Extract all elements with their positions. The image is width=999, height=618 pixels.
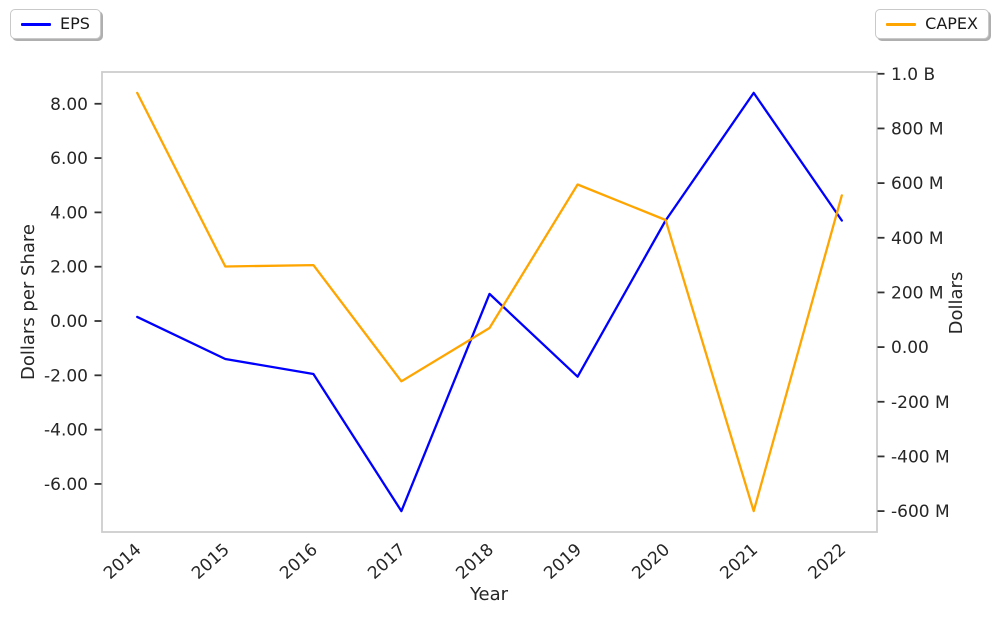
x-axis-tick-label: 2015: [188, 540, 234, 584]
right-axis-tick-label: -200 M: [891, 393, 950, 413]
x-axis-tick-label: 2016: [276, 540, 322, 584]
right-axis-tick-label: 800 M: [891, 119, 944, 139]
left-axis-tick-label: 0.00: [50, 312, 88, 332]
legend-capex-label: CAPEX: [925, 14, 978, 33]
x-axis-tick-label: 2017: [364, 540, 410, 584]
left-axis-tick-label: 6.00: [50, 149, 88, 169]
right-axis-tick-label: 0.00: [891, 338, 929, 358]
left-axis-tick-label: -4.00: [44, 421, 88, 441]
legend-capex: CAPEX: [875, 9, 989, 39]
plot-border: [101, 71, 878, 533]
left-axis-tick-label: -2.00: [44, 366, 88, 386]
x-axis-tick-label: 2018: [452, 540, 498, 584]
right-axis-title: Dollars: [946, 272, 967, 335]
right-axis-tick-label: 200 M: [891, 283, 944, 303]
right-axis-tick-label: 400 M: [891, 229, 944, 249]
left-axis-title: Dollars per Share: [18, 224, 39, 380]
left-axis-tick-label: 8.00: [50, 95, 88, 115]
legend-eps-label: EPS: [60, 14, 90, 33]
right-axis-tick-label: -400 M: [891, 447, 950, 467]
eps-line: [136, 91, 843, 513]
x-axis-title: Year: [469, 584, 509, 605]
right-axis-tick-label: 600 M: [891, 174, 944, 194]
right-axis-tick-label: 1.0 B: [891, 65, 935, 85]
capex-line: [136, 91, 843, 513]
left-axis-tick-label: 2.00: [50, 258, 88, 278]
capex-line-swatch: [886, 22, 917, 26]
x-axis-tick-label: 2020: [628, 540, 674, 584]
x-axis-tick-label: 2021: [717, 540, 763, 584]
x-axis-tick-label: 2019: [540, 540, 586, 584]
x-axis-tick-label: 2022: [805, 540, 851, 584]
left-axis-tick-label: 4.00: [50, 203, 88, 223]
legend-eps: EPS: [10, 9, 101, 39]
eps-line-swatch: [21, 22, 51, 26]
right-axis-tick-label: -600 M: [891, 502, 950, 522]
x-axis-tick-label: 2014: [100, 540, 146, 584]
left-axis-tick-label: -6.00: [44, 475, 88, 495]
